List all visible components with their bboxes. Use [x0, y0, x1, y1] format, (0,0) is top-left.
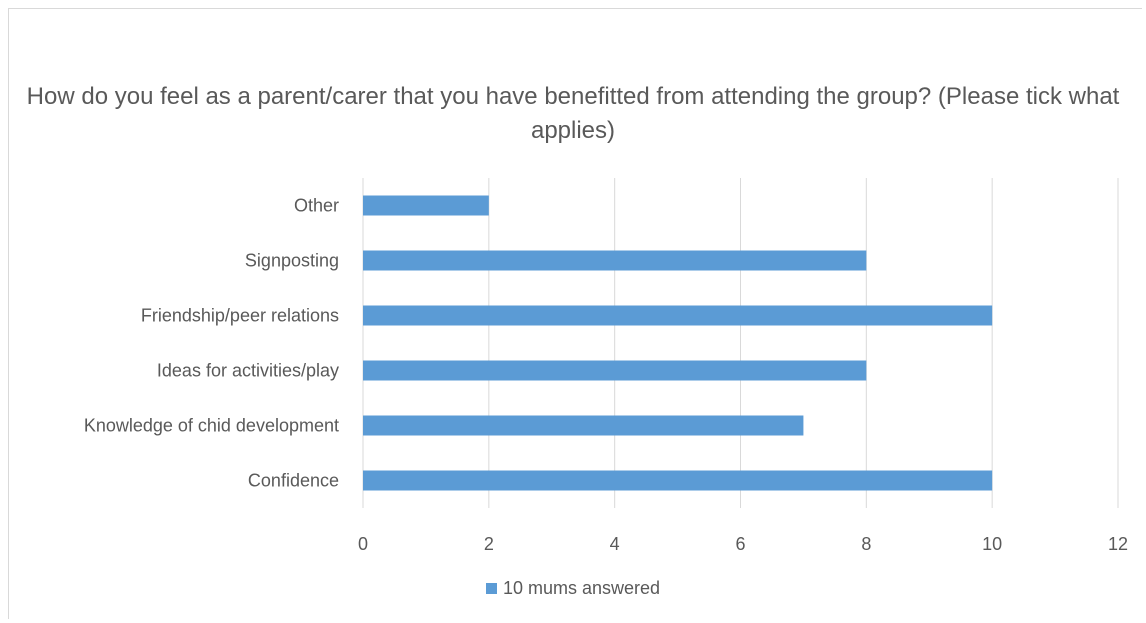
bar	[363, 470, 993, 491]
x-tick-label: 12	[1108, 534, 1128, 554]
category-label: Friendship/peer relations	[141, 306, 339, 326]
category-label: Other	[294, 196, 339, 216]
x-tick-label: 2	[484, 534, 494, 554]
legend-label: 10 mums answered	[503, 578, 661, 598]
bar	[363, 250, 867, 271]
chart-title: How do you feel as a parent/carer that y…	[26, 83, 1120, 144]
chart-frame	[8, 8, 1142, 619]
bar	[363, 415, 804, 436]
legend-swatch	[486, 583, 497, 594]
x-tick-label: 0	[358, 534, 368, 554]
category-label: Confidence	[248, 471, 339, 491]
category-label: Knowledge of chid development	[84, 416, 339, 436]
bar	[363, 360, 867, 381]
chart-legend: 10 mums answered	[486, 578, 660, 599]
bar	[363, 195, 489, 216]
category-label: Ideas for activities/play	[157, 361, 339, 381]
x-tick-label: 8	[861, 534, 871, 554]
x-tick-label: 10	[982, 534, 1002, 554]
bar	[363, 305, 993, 326]
category-label: Signposting	[245, 251, 339, 271]
x-tick-label: 6	[735, 534, 745, 554]
x-tick-label: 4	[610, 534, 620, 554]
